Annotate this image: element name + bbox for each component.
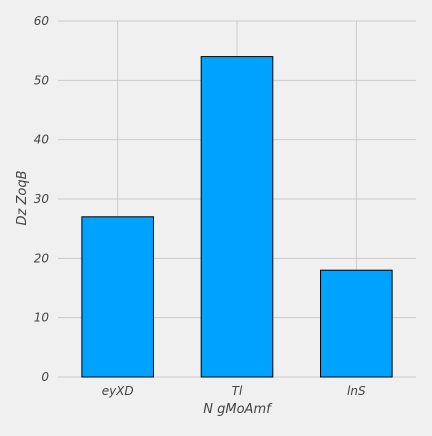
y-tick-label: 50 — [34, 73, 50, 87]
y-tick-label: 30 — [34, 192, 50, 206]
y-axis-title: Dz ZoqB — [15, 170, 30, 225]
y-tick-label: 60 — [34, 14, 50, 28]
bar-layer — [81, 56, 393, 378]
y-tick-label: 10 — [34, 311, 50, 325]
y-tick-label: 40 — [34, 133, 50, 147]
bar-eyXD — [81, 216, 154, 378]
y-tick-labels: 0 10 20 30 40 50 60 — [34, 14, 50, 384]
bar-lnS — [320, 269, 393, 378]
y-tick-label: 0 — [41, 370, 49, 384]
x-tick-labels: eyXD Tl lnS — [102, 384, 366, 398]
y-tick-label: 20 — [34, 251, 50, 265]
x-axis-title: N gMoAmf — [203, 402, 273, 417]
x-tick-label: lnS — [347, 384, 366, 398]
x-tick-label: Tl — [232, 384, 243, 398]
bar-Tl — [200, 56, 274, 378]
x-tick-label: eyXD — [102, 384, 134, 398]
